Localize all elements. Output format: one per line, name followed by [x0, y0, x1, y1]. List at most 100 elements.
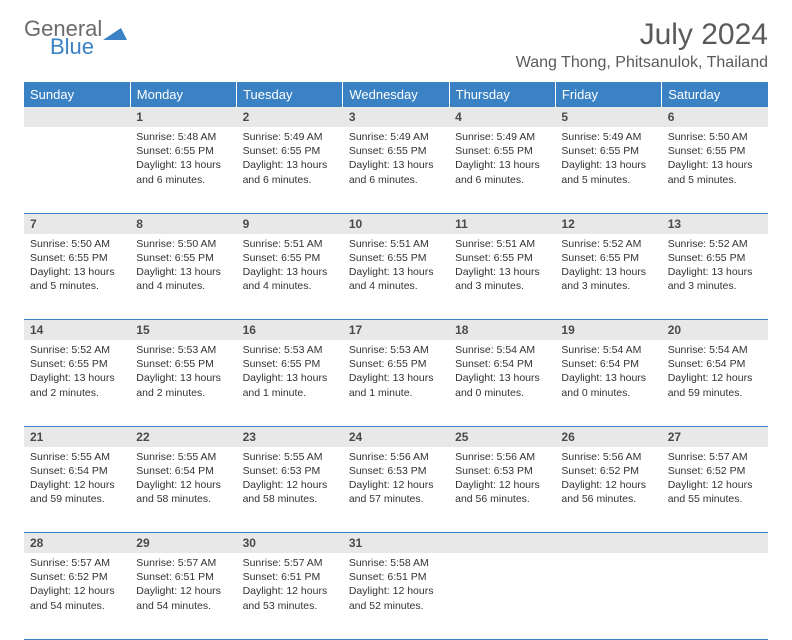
- location: Wang Thong, Phitsanulok, Thailand: [516, 54, 768, 72]
- sunrise-text: Sunrise: 5:49 AM: [455, 130, 549, 144]
- daylight-text: Daylight: 13 hours and 2 minutes.: [136, 371, 230, 399]
- day-number-row: 28293031: [24, 533, 768, 554]
- day-number: 18: [449, 320, 555, 341]
- daylight-text: Daylight: 12 hours and 59 minutes.: [30, 478, 124, 506]
- day-number: 2: [237, 107, 343, 127]
- day-cell: Sunrise: 5:57 AMSunset: 6:51 PMDaylight:…: [130, 553, 236, 639]
- sunset-text: Sunset: 6:55 PM: [455, 144, 549, 158]
- calendar-table: SundayMondayTuesdayWednesdayThursdayFrid…: [24, 82, 768, 640]
- day-content-row: Sunrise: 5:52 AMSunset: 6:55 PMDaylight:…: [24, 340, 768, 426]
- sunrise-text: Sunrise: 5:56 AM: [349, 450, 443, 464]
- day-cell: [555, 553, 661, 639]
- daylight-text: Daylight: 13 hours and 6 minutes.: [349, 158, 443, 186]
- day-number-row: 21222324252627: [24, 426, 768, 447]
- day-number: 1: [130, 107, 236, 127]
- sunrise-text: Sunrise: 5:53 AM: [243, 343, 337, 357]
- daylight-text: Daylight: 13 hours and 0 minutes.: [455, 371, 549, 399]
- sunset-text: Sunset: 6:55 PM: [243, 357, 337, 371]
- daylight-text: Daylight: 13 hours and 6 minutes.: [136, 158, 230, 186]
- day-header: Monday: [130, 82, 236, 107]
- day-cell: Sunrise: 5:54 AMSunset: 6:54 PMDaylight:…: [555, 340, 661, 426]
- day-number: 26: [555, 426, 661, 447]
- sunrise-text: Sunrise: 5:49 AM: [561, 130, 655, 144]
- day-number: 16: [237, 320, 343, 341]
- daylight-text: Daylight: 13 hours and 6 minutes.: [455, 158, 549, 186]
- daylight-text: Daylight: 13 hours and 4 minutes.: [243, 265, 337, 293]
- day-number: 22: [130, 426, 236, 447]
- header: GeneralBlue July 2024 Wang Thong, Phitsa…: [24, 18, 768, 76]
- sunrise-text: Sunrise: 5:55 AM: [30, 450, 124, 464]
- sunrise-text: Sunrise: 5:48 AM: [136, 130, 230, 144]
- day-number: 15: [130, 320, 236, 341]
- day-cell: Sunrise: 5:56 AMSunset: 6:53 PMDaylight:…: [343, 447, 449, 533]
- sunrise-text: Sunrise: 5:57 AM: [30, 556, 124, 570]
- day-cell: Sunrise: 5:55 AMSunset: 6:54 PMDaylight:…: [24, 447, 130, 533]
- sunset-text: Sunset: 6:51 PM: [136, 570, 230, 584]
- day-cell: Sunrise: 5:50 AMSunset: 6:55 PMDaylight:…: [24, 234, 130, 320]
- sunset-text: Sunset: 6:53 PM: [455, 464, 549, 478]
- day-cell: Sunrise: 5:53 AMSunset: 6:55 PMDaylight:…: [130, 340, 236, 426]
- sunrise-text: Sunrise: 5:55 AM: [243, 450, 337, 464]
- day-content-row: Sunrise: 5:48 AMSunset: 6:55 PMDaylight:…: [24, 127, 768, 213]
- daylight-text: Daylight: 13 hours and 5 minutes.: [30, 265, 124, 293]
- day-number: 23: [237, 426, 343, 447]
- daylight-text: Daylight: 12 hours and 54 minutes.: [30, 584, 124, 612]
- day-header: Thursday: [449, 82, 555, 107]
- day-number: 3: [343, 107, 449, 127]
- day-number: 29: [130, 533, 236, 554]
- sunset-text: Sunset: 6:53 PM: [349, 464, 443, 478]
- sunrise-text: Sunrise: 5:52 AM: [561, 237, 655, 251]
- day-cell: Sunrise: 5:55 AMSunset: 6:54 PMDaylight:…: [130, 447, 236, 533]
- sunrise-text: Sunrise: 5:57 AM: [243, 556, 337, 570]
- day-cell: Sunrise: 5:48 AMSunset: 6:55 PMDaylight:…: [130, 127, 236, 213]
- sunset-text: Sunset: 6:55 PM: [561, 251, 655, 265]
- day-number: [449, 533, 555, 554]
- day-cell: Sunrise: 5:53 AMSunset: 6:55 PMDaylight:…: [237, 340, 343, 426]
- sunrise-text: Sunrise: 5:58 AM: [349, 556, 443, 570]
- sunrise-text: Sunrise: 5:53 AM: [349, 343, 443, 357]
- sunset-text: Sunset: 6:55 PM: [455, 251, 549, 265]
- day-number: 12: [555, 213, 661, 234]
- sunrise-text: Sunrise: 5:56 AM: [455, 450, 549, 464]
- day-number: 13: [662, 213, 768, 234]
- day-cell: Sunrise: 5:54 AMSunset: 6:54 PMDaylight:…: [449, 340, 555, 426]
- sunrise-text: Sunrise: 5:50 AM: [136, 237, 230, 251]
- sunrise-text: Sunrise: 5:49 AM: [349, 130, 443, 144]
- day-number-row: 123456: [24, 107, 768, 127]
- daylight-text: Daylight: 13 hours and 6 minutes.: [243, 158, 337, 186]
- sunrise-text: Sunrise: 5:56 AM: [561, 450, 655, 464]
- daylight-text: Daylight: 12 hours and 52 minutes.: [349, 584, 443, 612]
- day-number: 20: [662, 320, 768, 341]
- day-number: 21: [24, 426, 130, 447]
- day-cell: Sunrise: 5:57 AMSunset: 6:52 PMDaylight:…: [662, 447, 768, 533]
- daylight-text: Daylight: 13 hours and 3 minutes.: [561, 265, 655, 293]
- sunset-text: Sunset: 6:54 PM: [136, 464, 230, 478]
- daylight-text: Daylight: 12 hours and 54 minutes.: [136, 584, 230, 612]
- day-cell: Sunrise: 5:52 AMSunset: 6:55 PMDaylight:…: [555, 234, 661, 320]
- day-cell: Sunrise: 5:58 AMSunset: 6:51 PMDaylight:…: [343, 553, 449, 639]
- day-cell: [24, 127, 130, 213]
- day-cell: Sunrise: 5:53 AMSunset: 6:55 PMDaylight:…: [343, 340, 449, 426]
- day-cell: [449, 553, 555, 639]
- sunset-text: Sunset: 6:55 PM: [668, 251, 762, 265]
- day-cell: Sunrise: 5:57 AMSunset: 6:52 PMDaylight:…: [24, 553, 130, 639]
- sunset-text: Sunset: 6:53 PM: [243, 464, 337, 478]
- day-number: 28: [24, 533, 130, 554]
- daylight-text: Daylight: 13 hours and 0 minutes.: [561, 371, 655, 399]
- sunset-text: Sunset: 6:55 PM: [349, 144, 443, 158]
- logo: GeneralBlue: [24, 18, 127, 58]
- day-cell: Sunrise: 5:50 AMSunset: 6:55 PMDaylight:…: [130, 234, 236, 320]
- sunrise-text: Sunrise: 5:50 AM: [668, 130, 762, 144]
- day-number-row: 78910111213: [24, 213, 768, 234]
- sunrise-text: Sunrise: 5:54 AM: [561, 343, 655, 357]
- day-cell: Sunrise: 5:51 AMSunset: 6:55 PMDaylight:…: [449, 234, 555, 320]
- sunset-text: Sunset: 6:55 PM: [668, 144, 762, 158]
- day-cell: Sunrise: 5:56 AMSunset: 6:52 PMDaylight:…: [555, 447, 661, 533]
- day-header: Wednesday: [343, 82, 449, 107]
- day-number: 19: [555, 320, 661, 341]
- day-number: 24: [343, 426, 449, 447]
- sunrise-text: Sunrise: 5:55 AM: [136, 450, 230, 464]
- daylight-text: Daylight: 13 hours and 1 minute.: [349, 371, 443, 399]
- day-cell: Sunrise: 5:56 AMSunset: 6:53 PMDaylight:…: [449, 447, 555, 533]
- sunset-text: Sunset: 6:52 PM: [561, 464, 655, 478]
